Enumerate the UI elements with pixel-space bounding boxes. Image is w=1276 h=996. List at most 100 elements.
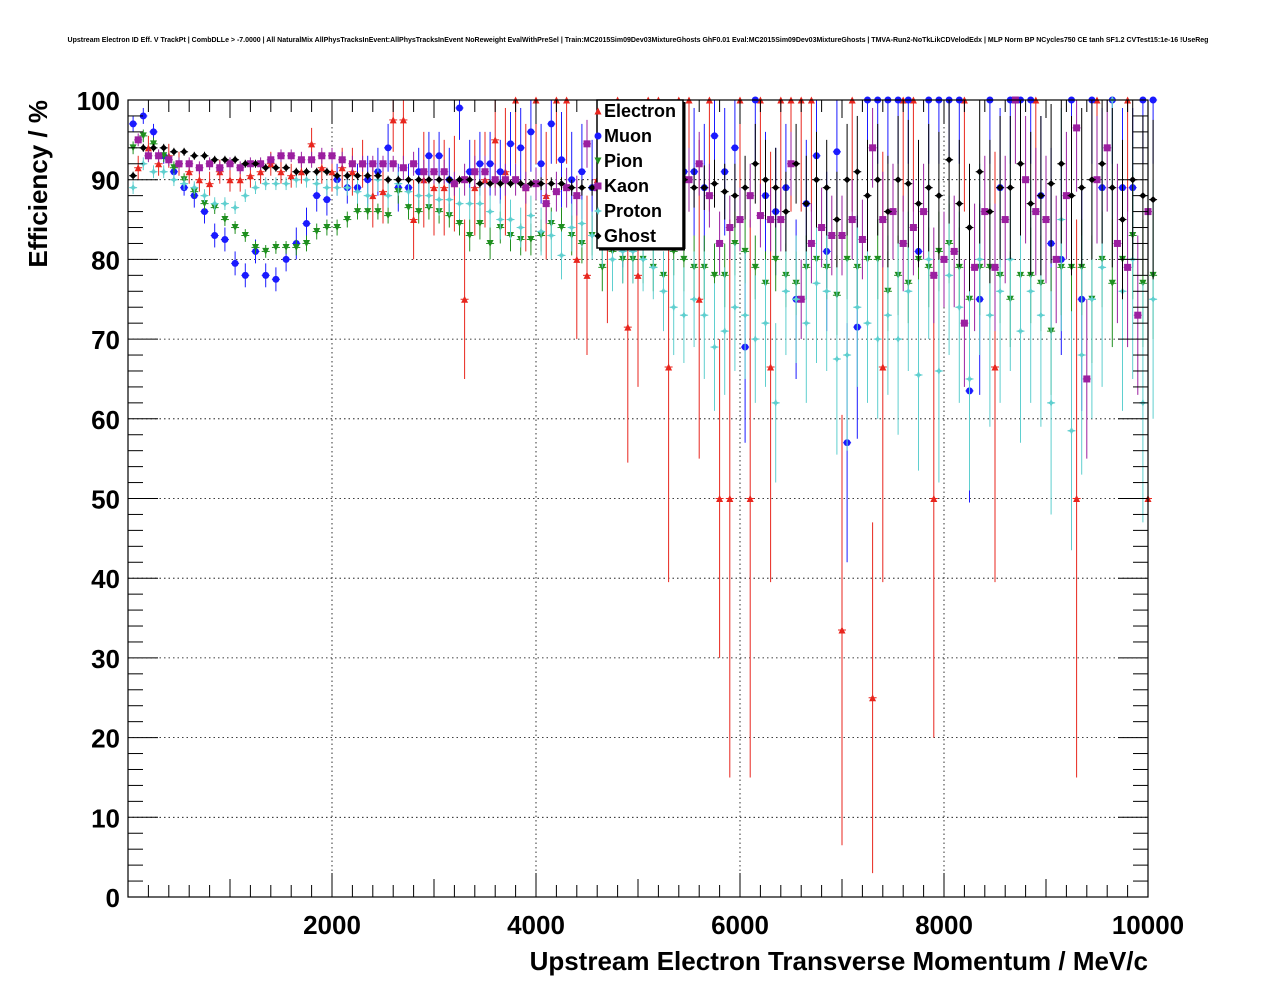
data-point	[236, 164, 244, 172]
data-point	[257, 160, 265, 168]
data-point	[364, 172, 372, 180]
data-point	[1108, 184, 1116, 192]
series-kaon	[134, 96, 1152, 459]
data-point	[226, 160, 234, 168]
data-point	[1016, 326, 1025, 336]
data-point	[665, 363, 673, 371]
data-point	[966, 224, 973, 232]
axis-layer: 0 10 20 30 40 50 60 70 80 90 100 2000 4000 6000 8000 10…	[77, 86, 1185, 940]
data-point	[282, 164, 290, 172]
data-point	[822, 287, 831, 296]
data-point	[751, 263, 759, 271]
data-point	[282, 243, 290, 251]
data-point	[206, 160, 214, 168]
data-point	[1042, 216, 1050, 224]
data-point	[190, 152, 198, 160]
legend-label-electron: Electron	[604, 101, 676, 121]
data-point	[485, 207, 495, 216]
data-point	[558, 156, 565, 164]
data-point	[507, 180, 514, 188]
data-point	[465, 199, 474, 208]
data-point	[517, 144, 525, 152]
data-point	[308, 156, 316, 164]
data-point	[129, 120, 137, 128]
data-point	[527, 180, 535, 188]
data-point	[185, 160, 193, 168]
series-proton	[128, 95, 1158, 551]
data-point	[689, 295, 699, 304]
data-point	[767, 216, 775, 224]
data-point	[297, 168, 305, 176]
data-point	[925, 184, 933, 192]
data-point	[257, 168, 265, 176]
data-point	[261, 179, 270, 188]
y-tick-label: 90	[91, 166, 120, 196]
data-point	[144, 144, 152, 152]
data-point	[813, 176, 820, 184]
data-point	[374, 208, 382, 216]
data-point	[930, 271, 938, 279]
data-point	[491, 136, 499, 144]
data-point	[445, 195, 454, 204]
data-point	[1103, 144, 1111, 152]
data-point	[741, 184, 749, 192]
data-point	[211, 231, 219, 239]
data-point	[879, 216, 887, 224]
data-point	[435, 176, 443, 184]
data-point	[384, 176, 392, 184]
legend-marker-proton	[593, 206, 603, 216]
data-point	[975, 255, 984, 264]
data-point	[410, 160, 418, 168]
data-point	[716, 239, 724, 247]
data-point	[332, 183, 342, 192]
data-point	[241, 191, 250, 200]
data-point	[573, 255, 581, 263]
data-point	[277, 168, 285, 176]
data-point	[624, 323, 632, 331]
data-point	[1078, 184, 1086, 192]
data-point	[466, 231, 474, 239]
data-point	[1068, 192, 1075, 200]
data-point	[185, 168, 193, 176]
data-point	[1098, 160, 1106, 168]
data-point	[721, 188, 729, 196]
data-point	[405, 176, 412, 184]
data-point	[486, 160, 494, 168]
data-point	[343, 183, 352, 192]
data-point	[578, 168, 586, 176]
data-point	[241, 271, 249, 279]
data-point	[201, 200, 208, 208]
data-point	[384, 144, 392, 152]
data-point	[456, 220, 463, 228]
data-point	[730, 303, 740, 312]
data-point	[236, 176, 244, 184]
data-point	[583, 140, 591, 148]
y-tick-label: 20	[91, 724, 120, 754]
data-point	[155, 152, 163, 160]
data-point	[410, 216, 418, 224]
data-point	[302, 175, 311, 184]
data-point	[323, 224, 331, 232]
data-point	[874, 176, 882, 184]
data-point	[150, 128, 157, 136]
data-point	[578, 184, 586, 192]
data-point	[1057, 160, 1065, 168]
data-point	[833, 216, 841, 224]
data-point	[940, 255, 948, 263]
data-point	[206, 180, 214, 188]
data-point	[960, 319, 968, 327]
data-point	[175, 160, 183, 168]
data-point	[981, 208, 989, 216]
data-point	[343, 216, 351, 224]
y-tick-label: 70	[91, 325, 120, 355]
data-point	[767, 363, 775, 371]
legend-label-pion: Pion	[604, 151, 643, 171]
legend-marker-ghost	[594, 232, 602, 240]
data-point	[287, 152, 295, 160]
data-point	[476, 180, 484, 188]
data-point	[343, 172, 351, 180]
legend-label-muon: Muon	[604, 126, 652, 146]
data-point	[129, 172, 137, 180]
data-point	[1124, 263, 1132, 271]
